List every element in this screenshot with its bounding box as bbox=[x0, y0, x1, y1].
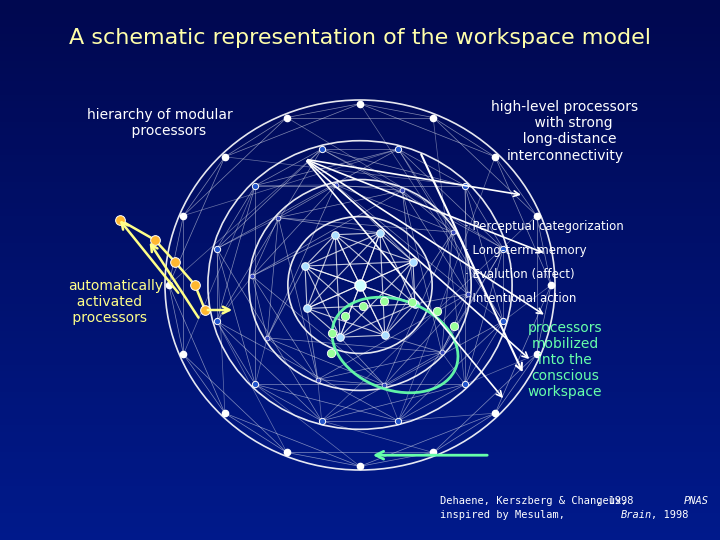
Bar bbox=[0, 176, 720, 183]
Bar bbox=[0, 270, 720, 276]
Bar bbox=[0, 162, 720, 168]
Bar bbox=[0, 351, 720, 357]
Bar bbox=[0, 526, 720, 534]
Text: high-level processors
    with strong
  long-distance
interconnectivity: high-level processors with strong long-d… bbox=[492, 100, 639, 163]
Bar bbox=[0, 411, 720, 418]
Bar bbox=[0, 534, 720, 540]
Text: · Perceptual categorization: · Perceptual categorization bbox=[465, 220, 624, 233]
Text: Brain: Brain bbox=[621, 510, 652, 520]
Bar bbox=[0, 54, 720, 60]
Bar bbox=[0, 128, 720, 135]
Bar bbox=[0, 249, 720, 256]
Text: , 1998: , 1998 bbox=[651, 510, 688, 520]
Bar bbox=[0, 465, 720, 472]
Text: inspired by Mesulam,: inspired by Mesulam, bbox=[440, 510, 571, 520]
Text: processors
mobilized
into the
conscious
workspace: processors mobilized into the conscious … bbox=[528, 321, 603, 400]
Bar bbox=[0, 345, 720, 351]
Bar bbox=[0, 189, 720, 195]
Text: automatically
  activated
 processors: automatically activated processors bbox=[68, 279, 163, 325]
Bar bbox=[0, 399, 720, 405]
Bar bbox=[0, 209, 720, 216]
Bar bbox=[0, 33, 720, 40]
Text: hierarchy of modular
    processors: hierarchy of modular processors bbox=[87, 108, 233, 138]
Bar bbox=[0, 519, 720, 526]
Bar bbox=[0, 480, 720, 486]
Text: PNAS: PNAS bbox=[684, 496, 709, 506]
Bar bbox=[0, 372, 720, 378]
Text: Dehaene, Kerszberg & Changeux,: Dehaene, Kerszberg & Changeux, bbox=[440, 496, 634, 506]
Bar bbox=[0, 6, 720, 14]
Bar bbox=[0, 20, 720, 27]
Bar bbox=[0, 148, 720, 156]
Text: · Intentional action: · Intentional action bbox=[465, 292, 577, 305]
Bar bbox=[0, 115, 720, 122]
Bar bbox=[0, 297, 720, 303]
Bar bbox=[0, 135, 720, 141]
Bar bbox=[0, 507, 720, 513]
Bar bbox=[0, 338, 720, 345]
Bar bbox=[0, 324, 720, 330]
Bar bbox=[0, 438, 720, 445]
Bar bbox=[0, 87, 720, 94]
Bar bbox=[0, 81, 720, 87]
Bar bbox=[0, 222, 720, 230]
Bar bbox=[0, 486, 720, 492]
Bar bbox=[0, 102, 720, 108]
Bar bbox=[0, 357, 720, 364]
Bar bbox=[0, 40, 720, 47]
Bar bbox=[0, 94, 720, 102]
Bar bbox=[0, 122, 720, 128]
Bar bbox=[0, 141, 720, 149]
Bar bbox=[0, 432, 720, 438]
Bar bbox=[0, 513, 720, 519]
Text: · Long-term memory: · Long-term memory bbox=[465, 244, 587, 257]
Bar bbox=[0, 256, 720, 263]
Bar bbox=[0, 418, 720, 426]
Bar bbox=[0, 195, 720, 202]
Bar bbox=[0, 364, 720, 372]
Bar bbox=[0, 291, 720, 297]
Bar bbox=[0, 330, 720, 338]
Bar bbox=[0, 317, 720, 324]
Bar bbox=[0, 303, 720, 310]
Bar bbox=[0, 27, 720, 33]
Bar bbox=[0, 168, 720, 176]
Bar bbox=[0, 108, 720, 115]
Bar bbox=[0, 284, 720, 291]
Bar bbox=[0, 459, 720, 465]
Bar bbox=[0, 405, 720, 411]
Bar bbox=[0, 378, 720, 384]
Bar bbox=[0, 74, 720, 81]
Bar bbox=[0, 237, 720, 243]
Bar bbox=[0, 384, 720, 391]
Bar bbox=[0, 310, 720, 317]
Bar bbox=[0, 68, 720, 74]
Bar bbox=[0, 426, 720, 432]
Bar bbox=[0, 446, 720, 453]
Bar bbox=[0, 47, 720, 54]
Bar bbox=[0, 0, 720, 6]
Bar bbox=[0, 60, 720, 68]
Bar bbox=[0, 202, 720, 209]
Text: , 1998: , 1998 bbox=[596, 496, 634, 506]
Bar bbox=[0, 500, 720, 507]
Bar bbox=[0, 492, 720, 500]
Bar bbox=[0, 216, 720, 222]
Bar bbox=[0, 230, 720, 237]
Text: A schematic representation of the workspace model: A schematic representation of the worksp… bbox=[69, 28, 651, 48]
Bar bbox=[0, 392, 720, 399]
Bar bbox=[0, 453, 720, 459]
Text: · Evalution (affect): · Evalution (affect) bbox=[465, 268, 575, 281]
Bar bbox=[0, 472, 720, 480]
Bar bbox=[0, 183, 720, 189]
Bar bbox=[0, 156, 720, 162]
Bar bbox=[0, 243, 720, 249]
Bar bbox=[0, 263, 720, 270]
Bar bbox=[0, 276, 720, 284]
Bar bbox=[0, 14, 720, 20]
